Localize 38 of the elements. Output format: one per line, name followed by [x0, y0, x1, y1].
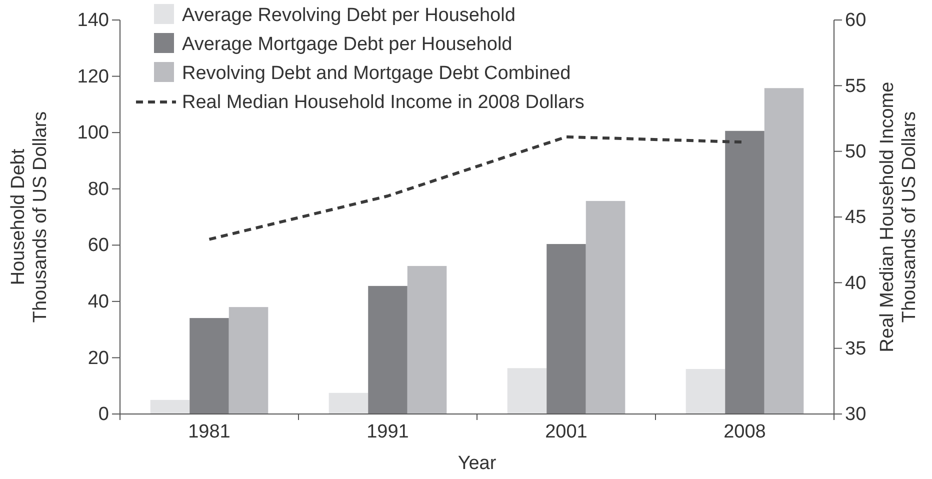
y2-tick-label: 35: [845, 338, 866, 360]
y-tick-label: 0: [98, 404, 109, 426]
y2-axis-title: Real Median Household Income Thousands of US Dollars: [877, 82, 920, 352]
bar: [725, 130, 764, 414]
y-tick-label: 100: [77, 122, 109, 144]
bar: [368, 286, 408, 414]
legend-label: Revolving Debt and Mortgage Debt Combined: [182, 63, 571, 84]
bar: [190, 318, 229, 414]
y2-tick-label: 55: [845, 76, 866, 97]
bar: [686, 368, 726, 414]
y-tick-label: 120: [77, 66, 109, 88]
legend-label: Average Mortgage Debt per Household: [182, 34, 512, 55]
y-axis-title: Household Debt Thousands of US Dollars: [8, 111, 51, 323]
x-axis-title: Year: [458, 453, 497, 474]
bar: [764, 88, 804, 414]
bar: [586, 200, 626, 414]
legend-label: Real Median Household Income in 2008 Dollars: [182, 92, 584, 113]
bar: [507, 368, 547, 414]
y-tick-label: 20: [88, 348, 109, 369]
x-tick-label: 2001: [545, 421, 588, 442]
bar: [407, 266, 447, 414]
y-tick-label: 140: [77, 10, 109, 32]
y2-tick-label: 60: [845, 10, 866, 32]
y2-tick-label: 50: [845, 141, 866, 162]
y-tick-label: 60: [88, 235, 109, 256]
bar: [228, 307, 268, 414]
legend-label: Average Revolving Debt per Household: [182, 5, 516, 26]
y-tick-label: 40: [88, 292, 109, 313]
x-tick-label: 2008: [724, 421, 766, 442]
y2-tick-label: 30: [845, 404, 866, 426]
bar: [546, 244, 586, 414]
bar: [150, 400, 190, 414]
bar: [328, 392, 368, 414]
y2-tick-label: 40: [845, 272, 866, 294]
y2-tick-label: 45: [845, 207, 866, 228]
y-tick-label: 80: [88, 178, 109, 200]
x-tick-label: 1981: [188, 421, 230, 442]
x-tick-label: 1991: [366, 421, 409, 442]
